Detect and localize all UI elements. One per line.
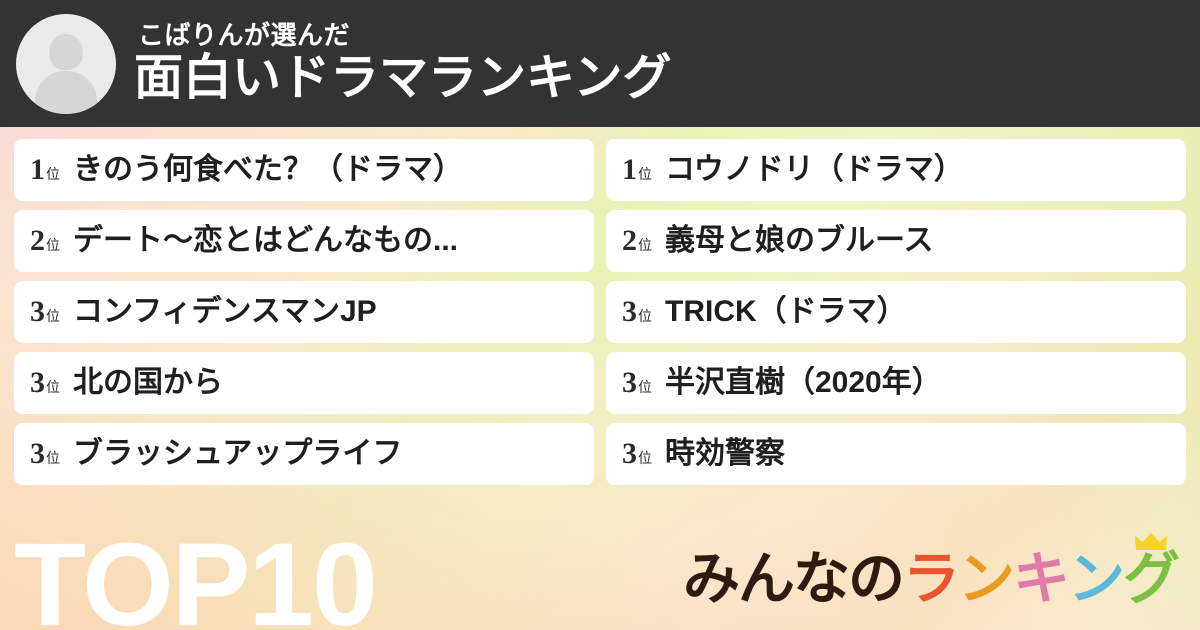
list-item[interactable]: 1 位 きのう何食べた？（ドラマ）: [14, 139, 594, 201]
rank-badge: 3 位: [30, 437, 60, 470]
rank-badge: 3 位: [622, 437, 652, 470]
list-item-title: きのう何食べた？（ドラマ）: [73, 152, 463, 186]
rank-badge: 3 位: [622, 295, 652, 328]
list-item[interactable]: 3 位 半沢直樹（2020年）: [606, 352, 1186, 414]
list-item[interactable]: 2 位 デート〜恋とはどんなもの...: [14, 210, 594, 272]
crown-icon: [1134, 533, 1167, 550]
list-item-title: 義母と娘のブルース: [665, 223, 934, 257]
logo-char-n-second: ン: [1068, 546, 1125, 612]
list-item-title: デート〜恋とはどんなもの...: [73, 223, 459, 257]
rank-badge: 3 位: [30, 295, 60, 328]
list-item-title: コウノドリ（ドラマ）: [665, 152, 964, 186]
list-item[interactable]: 3 位 コンフィデンスマンJP: [14, 281, 594, 343]
footer: TOP10 みんなの ラ ン キ ン グ: [0, 502, 1200, 630]
list-item[interactable]: 3 位 ブラッシュアップライフ: [14, 423, 594, 485]
list-item-title: 半沢直樹（2020年）: [665, 365, 942, 399]
list-item[interactable]: 2 位 義母と娘のブルース: [606, 210, 1186, 272]
rank-badge: 3 位: [622, 366, 652, 399]
logo-char-ra: ラ: [903, 546, 960, 612]
rank-badge: 1 位: [30, 153, 60, 186]
logo-char-gu-text: グ: [1123, 546, 1180, 612]
header-bar: こばりんが選んだ 面白いドラマランキング: [0, 0, 1200, 127]
top10-label: TOP10: [14, 519, 378, 630]
ranking-grid: 1 位 きのう何食べた？（ドラマ） 1 位 コウノドリ（ドラマ） 2 位 デート…: [0, 127, 1200, 485]
avatar-body-shape: [35, 70, 97, 114]
brand-logo[interactable]: みんなの ラ ン キ ン グ: [683, 533, 1180, 612]
avatar-head-shape: [49, 33, 83, 70]
logo-text-minnano: みんなの: [683, 546, 905, 612]
rank-badge: 2 位: [30, 224, 60, 257]
list-item-title: 時効警察: [665, 436, 785, 470]
rank-badge: 3 位: [30, 366, 60, 399]
list-item-title: 北の国から: [73, 365, 223, 399]
list-item-title: コンフィデンスマンJP: [73, 294, 377, 328]
logo-char-ki: キ: [1013, 546, 1070, 612]
list-item[interactable]: 3 位 TRICK（ドラマ）: [606, 281, 1186, 343]
list-item[interactable]: 1 位 コウノドリ（ドラマ）: [606, 139, 1186, 201]
rank-badge: 1 位: [622, 153, 652, 186]
list-item[interactable]: 3 位 北の国から: [14, 352, 594, 414]
logo-char-gu: グ: [1123, 533, 1180, 608]
rank-badge: 2 位: [622, 224, 652, 257]
page-title: 面白いドラマランキング: [134, 51, 672, 106]
list-item-title: ブラッシュアップライフ: [73, 436, 403, 470]
header-kicker: こばりんが選んだ: [138, 20, 351, 50]
list-item-title: TRICK（ドラマ）: [665, 294, 907, 328]
header-text-group: こばりんが選んだ 面白いドラマランキング: [134, 20, 672, 106]
person-placeholder-icon: [16, 13, 116, 114]
logo-char-n-first: ン: [958, 546, 1015, 612]
list-item[interactable]: 3 位 時効警察: [606, 423, 1186, 485]
